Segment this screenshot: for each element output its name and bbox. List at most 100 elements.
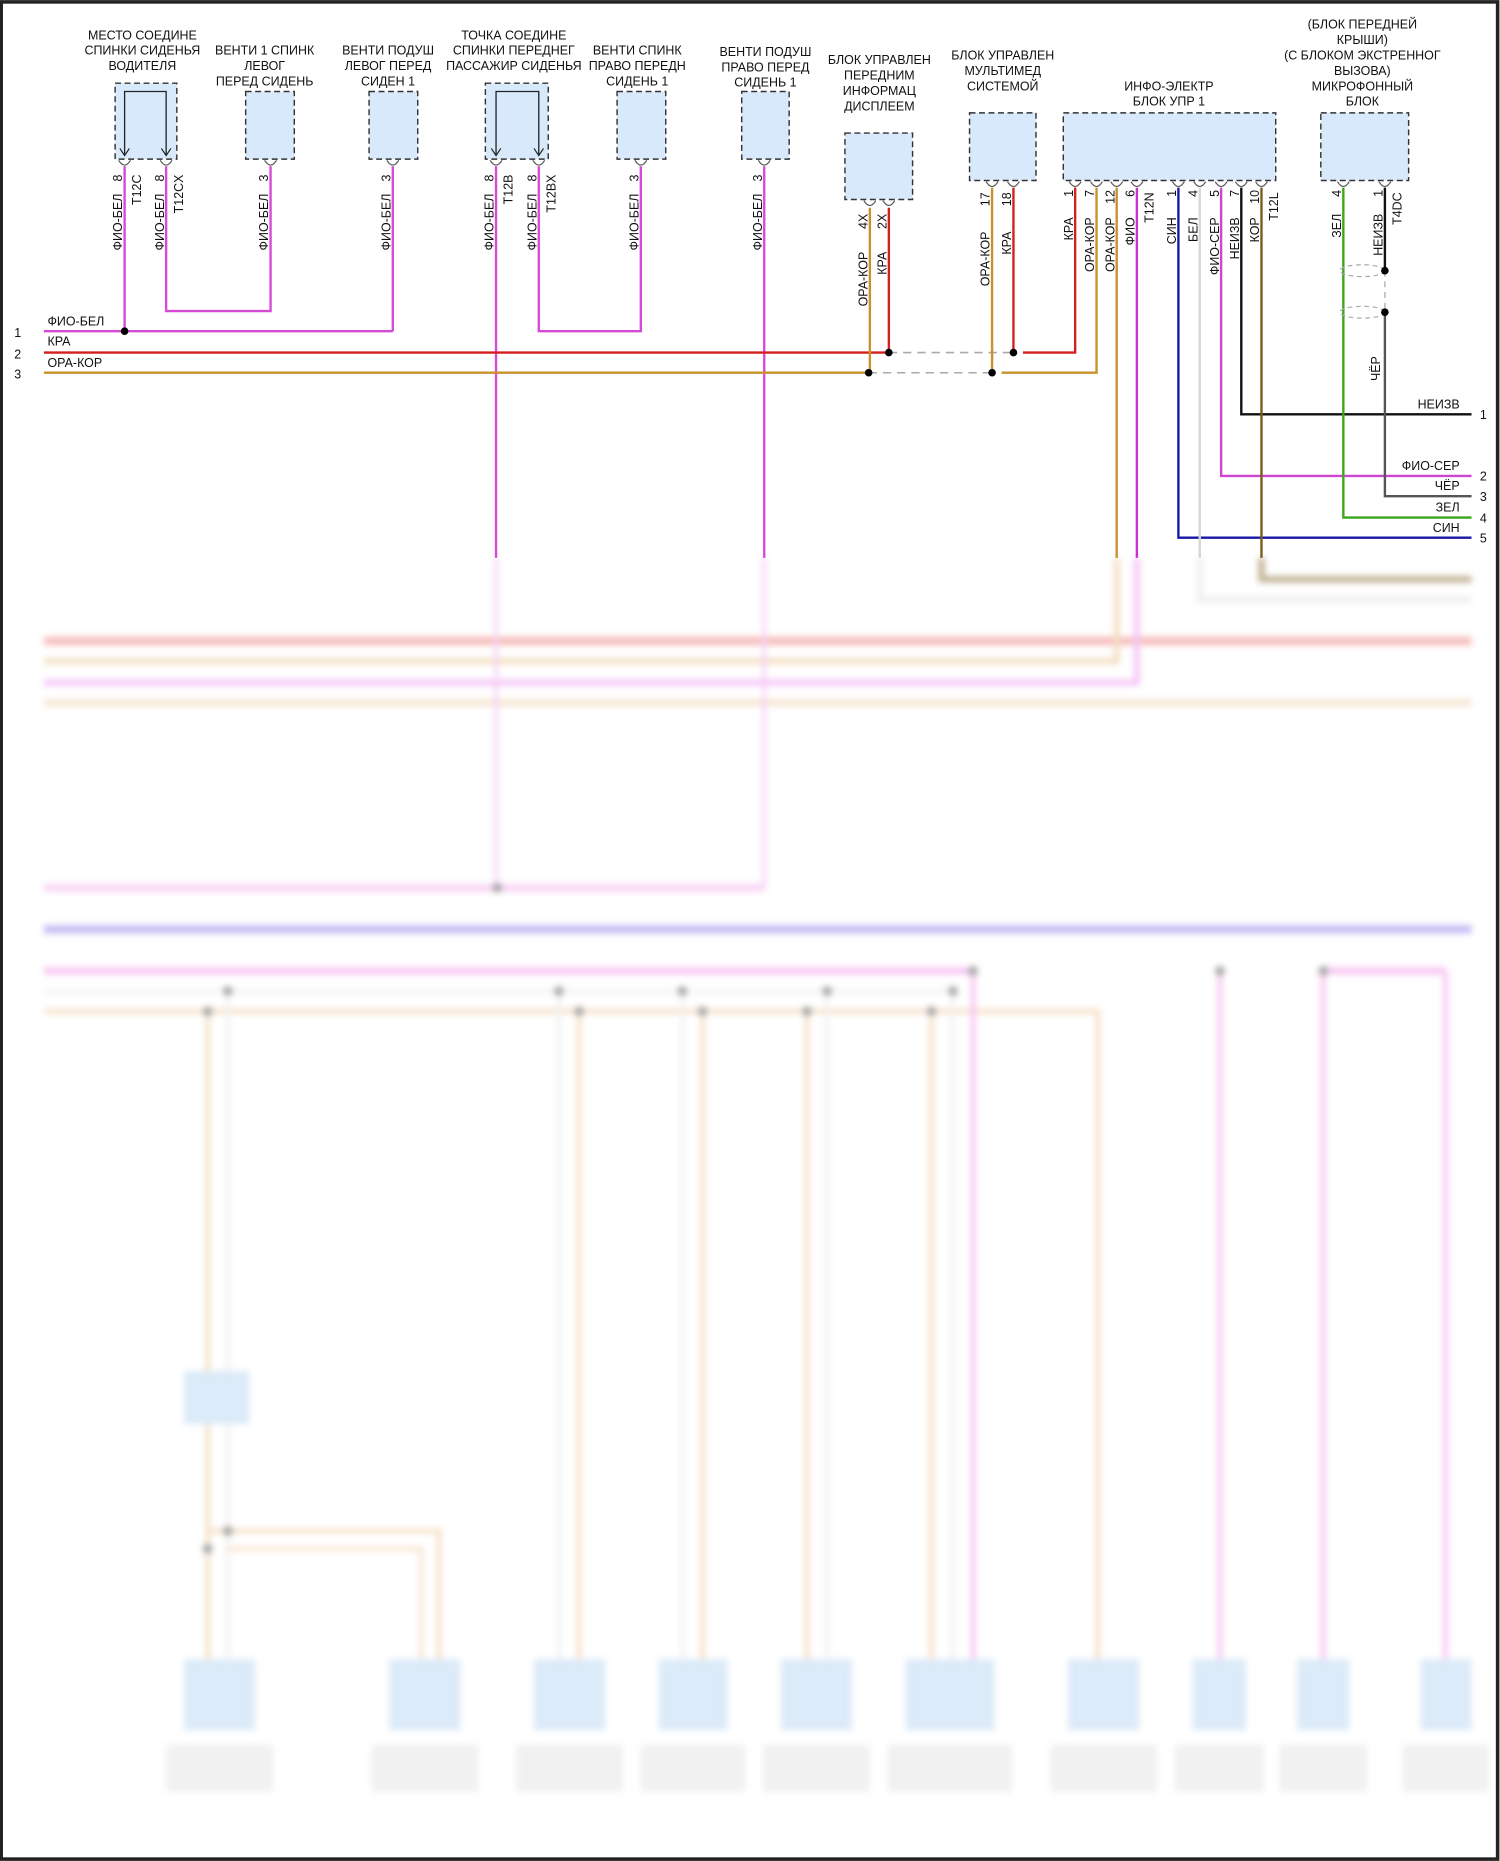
wire-color-label: БЕЛ xyxy=(1186,217,1200,242)
component-title: БЛОК УПРАВЛЕН xyxy=(951,48,1054,62)
blurred-module-box xyxy=(658,1659,728,1731)
pin-number: 8 xyxy=(111,175,125,182)
pin-connector-icon xyxy=(1214,181,1228,188)
component-module[interactable]: ИНФО-ЭЛЕКТР БЛОК УПР 1 1 КРА 7 ОРА-КОР 12 ОРА-К… xyxy=(1062,79,1281,275)
shield-icon xyxy=(1339,305,1386,319)
module-box xyxy=(1062,112,1277,182)
module-box xyxy=(368,90,419,160)
component-title: ПРАВО ПЕРЕД xyxy=(721,60,810,74)
component-title: МЕСТО СОЕДИНЕ xyxy=(88,28,197,42)
pin-connector-icon xyxy=(1336,181,1350,188)
wire-color-label: ФИО-БЕЛ xyxy=(627,194,641,251)
blurred-splice-dot xyxy=(926,1006,937,1016)
wire-color-label: ФИО-БЕЛ xyxy=(153,194,167,251)
blurred-splice-dot xyxy=(802,1006,812,1016)
pin-connector-icon xyxy=(1171,181,1185,188)
blurred-module-box xyxy=(534,1659,606,1731)
pin-number: 3 xyxy=(379,175,393,182)
connector-id: T12L xyxy=(1267,192,1281,220)
wire-color-label: КРА xyxy=(1062,217,1076,241)
blurred-splice-dot xyxy=(677,986,688,996)
component-title: СИДЕН 1 xyxy=(361,75,415,89)
wire-color-label: КРА xyxy=(1000,231,1014,255)
component-title: ВЕНТИ СПИНК xyxy=(593,44,683,58)
wire-color-label: ОРА-КОР xyxy=(979,232,993,287)
pin-connector-icon xyxy=(1007,181,1020,188)
connector-id: T12B xyxy=(502,175,516,205)
component-title: ИНФО-ЭЛЕКТР xyxy=(1124,79,1213,93)
pin-connector-icon xyxy=(1130,181,1144,188)
blurred-wire xyxy=(225,1546,424,1662)
splice-dot xyxy=(120,327,129,336)
wire-color-label: ЗЕЛ xyxy=(1330,214,1344,238)
wires: ЧЁР xyxy=(43,166,1472,558)
blurred-splice-dot xyxy=(697,1006,708,1016)
blurred-splice-dot xyxy=(202,1006,213,1016)
wire-color-label: ФИО-БЕЛ xyxy=(257,194,271,251)
component-title: СИДЕНЬ 1 xyxy=(734,76,796,90)
wire xyxy=(537,166,643,333)
pin-connector-icon xyxy=(159,159,173,166)
internal-bridge xyxy=(123,90,167,155)
component-title: ПЕРЕДНИМ xyxy=(844,69,915,83)
module-box xyxy=(616,90,667,160)
component-title: ВОДИТЕЛЯ xyxy=(109,59,177,73)
wire-color-label: СИН xyxy=(1165,217,1179,244)
blurred-wire xyxy=(43,1008,1101,1662)
blurred-splice-dot xyxy=(202,1544,213,1554)
pin-number: 1 xyxy=(1165,190,1179,197)
terminals: 1ФИО-БЕЛ2КРА3ОРА-КОРНЕИЗВ1ФИО-СЕР2ЧЁР3ЗЕ… xyxy=(14,314,1487,545)
shield-icon xyxy=(1339,264,1386,278)
terminal-number: 4 xyxy=(1480,511,1487,525)
pin-number: 4 xyxy=(1330,190,1344,197)
wire-color-label: КРА xyxy=(875,251,889,275)
terminal-number: 1 xyxy=(14,326,21,340)
connector-id: T12CX xyxy=(172,174,186,213)
blurred-splice-dot xyxy=(968,966,978,976)
pin-connector-icon xyxy=(634,159,648,166)
module-box xyxy=(740,90,790,160)
blurred-splice-dot xyxy=(223,986,233,996)
terminal-number: 3 xyxy=(1480,490,1487,504)
wire xyxy=(1177,187,1472,539)
blurred-module-box xyxy=(1192,1659,1247,1731)
wire-color-label: ОРА-КОР xyxy=(47,356,102,370)
component-title: БЛОК УПРАВЛЕН xyxy=(828,53,931,67)
component-title: СПИНКИ ПЕРЕДНЕГ xyxy=(453,44,575,58)
component-title: ЛЕВОГ ПЕРЕД xyxy=(345,59,432,73)
module-box xyxy=(844,132,914,201)
pin-number: 4X xyxy=(856,213,870,229)
blurred-label xyxy=(1174,1744,1264,1793)
pin-number: 8 xyxy=(153,175,167,182)
blurred-module-box xyxy=(1297,1659,1350,1731)
blurred-splice-dot xyxy=(822,986,832,996)
component-title: ПАССАЖИР СИДЕНЬЯ xyxy=(446,59,582,73)
wire-color-label: ФИО-СЕР xyxy=(1208,217,1222,275)
wire-color-label: ЗЕЛ xyxy=(1436,501,1460,515)
wire xyxy=(164,166,272,313)
blurred-label xyxy=(1402,1744,1490,1793)
blurred-splice-dot xyxy=(1318,966,1328,976)
pin-number: 8 xyxy=(483,175,497,182)
component-title: БЛОК xyxy=(1346,95,1380,109)
splice-dot xyxy=(1381,266,1389,275)
pin-number: 4 xyxy=(1186,190,1200,197)
splice-dot xyxy=(1009,348,1018,357)
pin-number: 7 xyxy=(1228,190,1242,197)
pin-number: 3 xyxy=(627,175,641,182)
pin-number: 12 xyxy=(1103,190,1117,204)
component-title: ВЕНТИ ПОДУШ xyxy=(719,45,811,59)
blurred-splice-dot xyxy=(223,1526,233,1536)
